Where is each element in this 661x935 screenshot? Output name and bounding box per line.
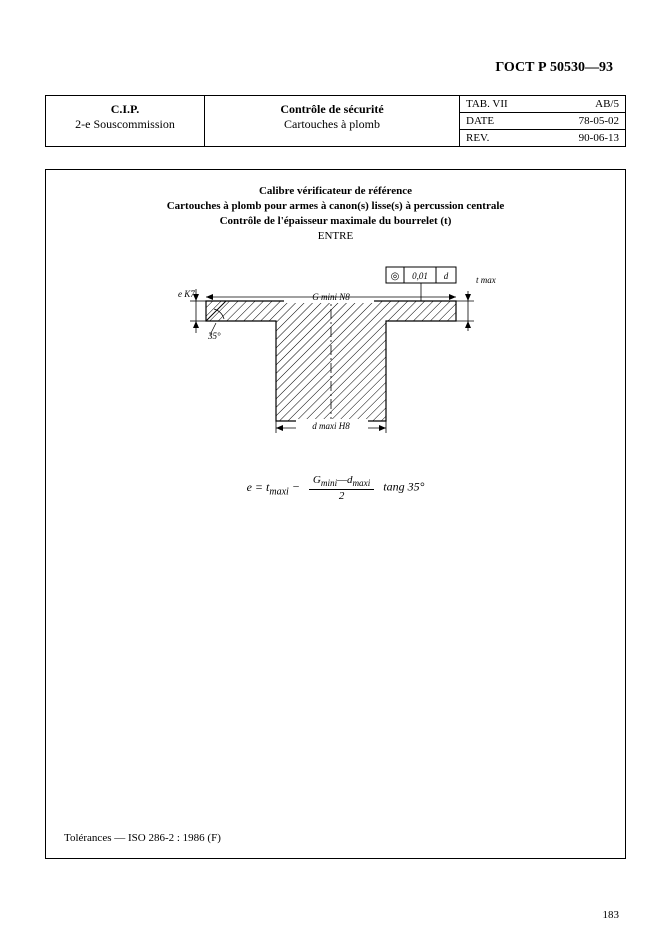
dim-t-label: t maxi K7 xyxy=(476,275,496,285)
header-rev-row: REV. 90-06-13 xyxy=(460,130,625,146)
tol-ref: d xyxy=(443,271,448,281)
dim-e-label: e K7 xyxy=(178,289,195,299)
tolerance-frame: ◎ 0,01 d xyxy=(386,267,456,301)
dim-d-label: d maxi H8 xyxy=(312,421,350,431)
dim-e: e K7 xyxy=(178,289,206,333)
caption-line-2: Cartouches à plomb pour armes à canon(s)… xyxy=(64,199,607,214)
diagram: ◎ 0,01 d t maxi K7 xyxy=(176,261,496,446)
caption-block: Calibre vérificateur de référence Cartou… xyxy=(64,184,607,243)
caption-line-4: ENTRE xyxy=(64,229,607,244)
formula: e = tmaxi − Gmini—dmaxi 2 tang 35° xyxy=(64,474,607,501)
header-rev-value: 90-06-13 xyxy=(579,132,619,144)
dim-t: t maxi K7 xyxy=(456,275,496,331)
header-tab-row: TAB. VII AB/5 xyxy=(460,96,625,113)
header-center-cell: Contrôle de sécurité Cartouches à plomb xyxy=(205,96,460,146)
header-date-value: 78-05-02 xyxy=(579,115,619,127)
diagram-svg: ◎ 0,01 d t maxi K7 xyxy=(176,261,496,441)
header-date-row: DATE 78-05-02 xyxy=(460,113,625,130)
main-frame: Calibre vérificateur de référence Cartou… xyxy=(45,169,626,859)
formula-denominator: 2 xyxy=(309,490,374,502)
document-code: ГОСТ Р 50530—93 xyxy=(495,60,613,76)
header-table: C.I.P. 2-e Souscommission Contrôle de sé… xyxy=(45,95,626,147)
formula-numerator: Gmini—dmaxi xyxy=(309,474,374,489)
caption-line-1: Calibre vérificateur de référence xyxy=(64,184,607,199)
tolerances-note: Tolérances — ISO 286-2 : 1986 (F) xyxy=(64,832,221,844)
dim-angle-label: 35° xyxy=(207,331,221,341)
header-tab-value: AB/5 xyxy=(595,98,619,110)
page: ГОСТ Р 50530—93 C.I.P. 2-e Souscommissio… xyxy=(0,0,661,935)
caption-line-3: Contrôle de l'épaisseur maximale du bour… xyxy=(64,214,607,229)
header-subtitle: Cartouches à plomb xyxy=(209,117,455,132)
page-number: 183 xyxy=(603,909,620,921)
formula-minus: − xyxy=(289,480,303,494)
header-cip: C.I.P. xyxy=(50,102,200,117)
dim-g-label: G mini N8 xyxy=(312,292,350,302)
formula-tail: tang 35° xyxy=(380,480,424,494)
tol-value: 0,01 xyxy=(412,271,428,281)
header-tab-label: TAB. VII xyxy=(466,98,508,110)
header-left-cell: C.I.P. 2-e Souscommission xyxy=(46,96,205,146)
header-date-label: DATE xyxy=(466,115,494,127)
tol-symbol: ◎ xyxy=(390,271,399,282)
header-subcommission: 2-e Souscommission xyxy=(50,117,200,132)
header-title: Contrôle de sécurité xyxy=(209,102,455,117)
header-right-cell: TAB. VII AB/5 DATE 78-05-02 REV. 90-06-1… xyxy=(460,96,625,146)
header-rev-label: REV. xyxy=(466,132,489,144)
formula-fraction: Gmini—dmaxi 2 xyxy=(309,474,374,501)
formula-lhs: e = tmaxi xyxy=(247,480,289,494)
